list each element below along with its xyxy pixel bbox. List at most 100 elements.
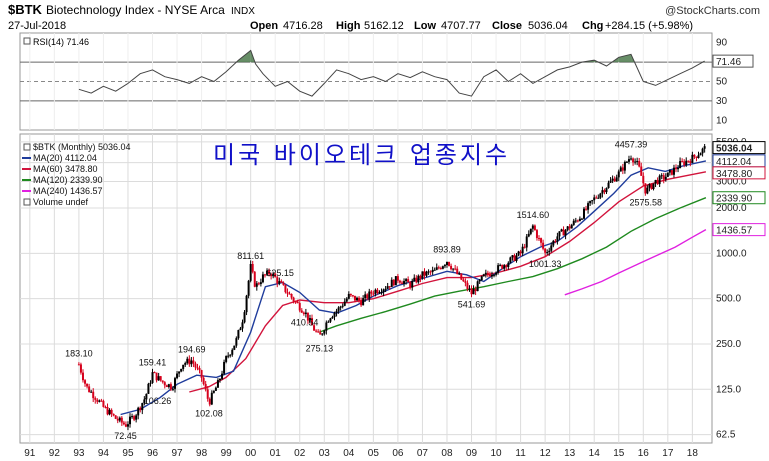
candle-body [699,153,702,156]
candle-body [249,264,252,281]
candle-body [302,312,305,315]
price-annotation: 811.61 [237,251,264,261]
legend-entry: MA(240) 1436.57 [33,186,103,196]
candle-body [656,179,659,185]
ma240-line [564,228,707,296]
candle-body [632,158,635,163]
candle-body [257,283,260,285]
candle-body [214,387,217,391]
candle-body [683,161,686,166]
candle-body [486,272,489,275]
candle-body [542,242,545,249]
candle-body [468,288,471,290]
candle-body [482,274,485,277]
candle-body [368,291,371,299]
x-tick-label: 99 [221,448,233,459]
candle-body [290,293,293,298]
candle-body [345,298,348,302]
candle-body [272,273,275,277]
candle-body [313,325,316,331]
candle-body [478,280,481,282]
candle-body [188,358,191,365]
chg-value: +284.15 (+5.98%) [605,20,693,32]
candle-body [509,257,512,263]
candle-body [347,293,350,299]
candle-body [88,386,91,393]
right-label-box [712,191,766,205]
candle-body [448,261,451,266]
x-tick-label: 97 [171,448,183,459]
candle-body [79,364,82,373]
candle-body [644,183,647,194]
price-tick-label: 1000.0 [716,248,747,259]
candle-body [515,255,518,261]
candle-body [120,417,123,423]
candle-body [321,333,324,335]
price-tick-label: 3000.0 [716,176,747,187]
candle-body [366,294,369,299]
candle-body [304,312,307,315]
price-annotation: 1514.60 [517,210,550,220]
candle-body [133,416,136,420]
candle-body [245,295,248,313]
candle-body [94,398,97,400]
candle-body [538,238,540,240]
candle-body [184,363,187,365]
x-tick-label: 00 [245,448,257,459]
exchange-label: INDX [231,6,255,17]
candle-body [372,293,375,295]
candle-body [431,269,434,272]
candle-body [112,413,115,416]
candle-body [437,267,440,269]
candle-body [403,281,406,284]
candle-body [685,160,688,166]
candle-body [503,265,506,269]
rsi-tick-label: 50 [716,77,728,88]
rsi-last-box [712,54,754,68]
candle-body [270,274,273,277]
candle-body [174,378,177,389]
candle-body [470,288,473,295]
candle-body [617,171,620,178]
candle-body [585,208,588,210]
candle-body [129,416,132,425]
candle-body [362,298,365,306]
x-tick-label: 16 [638,448,650,459]
candle-body [488,274,491,277]
candle-body [165,385,168,388]
candle-body [247,280,250,296]
candle-body [531,225,534,229]
x-axis: 91 92 93 94 95 96 97 98 99 00 01 02 03 04 05 06 07 08 09 10… [24,448,698,459]
candle-body [139,407,142,411]
price-annotation: 541.69 [458,299,486,309]
ma120-line [319,197,707,333]
candle-body [499,264,502,266]
candle-body [425,271,428,276]
candle-body [521,246,524,254]
candle-body [554,240,557,242]
candle-body [333,312,336,318]
candle-body [672,167,675,175]
candle-body [182,364,185,369]
candle-body [335,310,338,313]
candle-body [576,220,579,222]
price-tick-label: 250.0 [716,339,741,350]
candle-body [564,230,567,236]
candle-body [697,155,700,158]
rsi-tick-label: 90 [716,38,728,49]
candle-body [660,175,663,177]
candle-body [198,368,201,371]
candle-body [306,312,309,321]
candle-body [654,179,657,184]
candle-body [110,409,113,414]
candle-body [398,280,401,283]
candle-body [501,264,504,269]
price-annotations: 183.10 72.45 106.26 159.41 194.69 102.08 811.6… [65,140,662,441]
x-tick-label: 11 [515,448,526,459]
candle-body [630,158,633,160]
x-tick-label: 18 [687,448,699,459]
candle-body [280,281,283,283]
candle-body [124,424,127,427]
candle-body [593,197,596,201]
